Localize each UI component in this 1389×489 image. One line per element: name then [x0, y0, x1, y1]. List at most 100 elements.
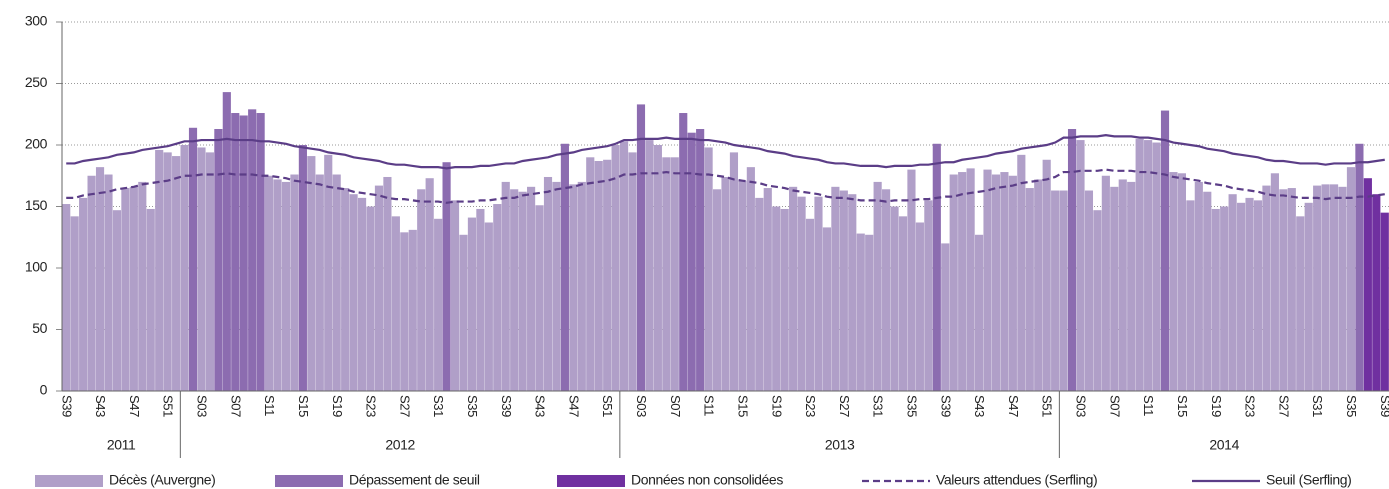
bar: [1355, 143, 1364, 391]
bar: [79, 197, 88, 391]
legend-label: Valeurs attendues (Serfling): [936, 472, 1097, 488]
bar: [780, 208, 789, 391]
bar: [1363, 178, 1372, 391]
bar: [1313, 185, 1322, 391]
bar: [958, 172, 967, 391]
x-tick-label: S43: [972, 395, 987, 417]
bar: [239, 115, 248, 391]
bar: [865, 234, 874, 391]
bar: [501, 181, 510, 391]
x-tick-label: S07: [228, 395, 243, 417]
bar: [1203, 191, 1212, 391]
bar: [290, 174, 299, 391]
bar: [383, 176, 392, 391]
bar: [949, 174, 958, 391]
bar: [231, 113, 240, 392]
bar: [983, 169, 992, 391]
bar: [603, 159, 612, 391]
bar: [112, 210, 122, 391]
bar: [121, 188, 130, 391]
bar: [1380, 212, 1389, 391]
bar: [155, 149, 164, 391]
bar: [442, 162, 451, 391]
bar: [62, 204, 71, 391]
x-tick-label: S23: [364, 395, 379, 417]
bar: [366, 206, 375, 391]
x-tick-label: S15: [735, 395, 750, 417]
bar: [95, 167, 105, 391]
bar: [797, 196, 806, 391]
year-label: 2011: [107, 437, 136, 453]
legend-label: Seuil (Serfling): [1266, 472, 1351, 488]
legend-swatch: [275, 475, 343, 487]
bar: [805, 218, 815, 391]
bar: [256, 113, 265, 392]
bar: [696, 129, 705, 391]
legend-swatch: [35, 475, 103, 487]
bar: [450, 200, 460, 391]
bar: [1135, 138, 1144, 391]
bar: [1304, 202, 1313, 391]
legend-label: Dépassement de seuil: [349, 472, 480, 488]
x-tick-label: S03: [1074, 395, 1089, 417]
bar: [636, 104, 646, 391]
bar: [569, 184, 578, 391]
bar: [594, 160, 603, 391]
bar: [357, 197, 367, 391]
bar: [1076, 140, 1085, 391]
bar: [848, 194, 857, 391]
bar: [518, 191, 527, 391]
bar: [172, 156, 181, 391]
bar: [484, 222, 493, 391]
x-tick-label: S23: [1243, 395, 1258, 417]
bar: [839, 190, 848, 391]
x-tick-label: S39: [1378, 395, 1389, 417]
year-label: 2014: [1209, 437, 1239, 453]
year-label: 2013: [825, 437, 855, 453]
bar: [374, 185, 384, 391]
bar: [662, 157, 671, 391]
bar: [1270, 173, 1279, 391]
bar: [1177, 173, 1186, 391]
x-tick-label: S03: [634, 395, 649, 417]
bar: [138, 181, 147, 391]
bar: [163, 152, 172, 391]
x-tick-label: S11: [1141, 395, 1156, 416]
bar: [746, 167, 755, 391]
bar: [712, 189, 722, 391]
bar: [341, 188, 350, 391]
bar: [1152, 142, 1161, 391]
bar: [87, 175, 96, 391]
x-tick-label: S51: [161, 395, 176, 417]
bar: [332, 174, 341, 391]
legend-label: Décès (Auvergne): [109, 472, 215, 488]
bar: [932, 143, 941, 391]
x-tick-label: S11: [262, 395, 277, 416]
bar: [493, 204, 502, 391]
bar: [391, 216, 400, 391]
bar: [188, 127, 198, 391]
bar: [400, 232, 409, 391]
x-tick-label: S51: [1040, 395, 1055, 417]
x-tick-label: S07: [1107, 395, 1122, 417]
bar: [1329, 184, 1339, 391]
bar: [577, 181, 586, 391]
bar: [1346, 167, 1356, 391]
bar: [907, 169, 916, 391]
x-tick-label: S07: [668, 395, 683, 417]
x-tick-label: S31: [1310, 395, 1325, 417]
bar: [273, 179, 282, 391]
bar: [1127, 181, 1136, 391]
year-label: 2012: [385, 437, 415, 453]
bar: [281, 181, 291, 391]
x-tick-label: S43: [533, 395, 548, 417]
bar: [129, 186, 138, 391]
bar: [408, 229, 417, 391]
bar: [1042, 159, 1051, 391]
bar: [510, 189, 519, 391]
x-tick-label: S27: [1276, 395, 1291, 417]
bar: [1321, 184, 1330, 391]
bar: [738, 180, 747, 391]
y-tick-label: 100: [25, 259, 48, 275]
